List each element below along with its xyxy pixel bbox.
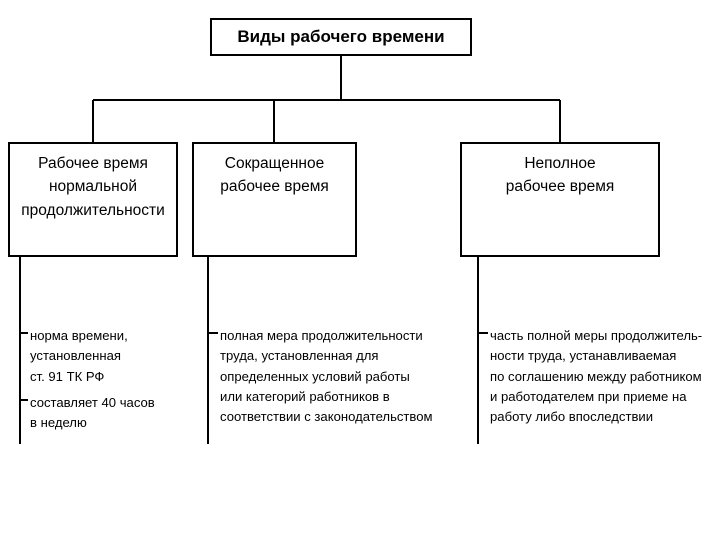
branch-normal-box: Рабочее время нормальной продолжительнос… [8,142,178,257]
branch-normal-line2: нормальной [16,175,170,198]
branch-partial-box: Неполное рабочее время [460,142,660,257]
leaf-reduced-1: полная мера продолжительности труда, уст… [220,326,433,427]
root-node: Виды рабочего времени [210,18,472,56]
branch-reduced-line2: рабочее время [200,175,349,198]
connector-lines [0,0,720,540]
branch-reduced-line1: Сокращенное [200,152,349,175]
branch-partial-line1: Неполное [468,152,652,175]
branch-normal-line1: Рабочее время [16,152,170,175]
leaf-normal-1: норма времени, установленная ст. 91 ТК Р… [30,326,128,387]
root-label: Виды рабочего времени [237,27,444,47]
branch-partial-line2: рабочее время [468,175,652,198]
branch-reduced-box: Сокращенное рабочее время [192,142,357,257]
leaf-partial-1: часть полной меры продолжитель- ности тр… [490,326,702,427]
branch-normal-line3: продолжительности [16,199,170,222]
leaf-normal-2: составляет 40 часов в неделю [30,393,155,434]
